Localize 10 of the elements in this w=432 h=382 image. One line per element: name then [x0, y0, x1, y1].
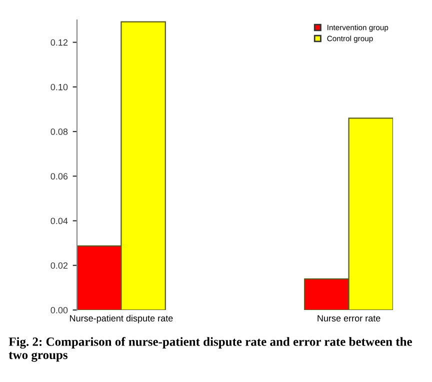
y-tick-label: 0.10 — [50, 84, 68, 90]
y-tick-label: 0.04 — [50, 218, 68, 224]
y-tick-label: 0.02 — [50, 262, 68, 269]
x-tick-label: Nurse error rate — [318, 315, 380, 322]
y-tick-label: 0.12 — [50, 39, 68, 46]
x-tick-label: Nurse-patient dispute rate — [70, 314, 173, 324]
y-tick-label: 0.08 — [50, 128, 68, 135]
caption: Fig. 2: Comparison of nurse-patient dispute rate and error rate between the two groups — [8, 337, 412, 362]
y-tick-label: 0.06 — [50, 173, 68, 180]
y-tick-label: 0.00 — [50, 306, 68, 314]
